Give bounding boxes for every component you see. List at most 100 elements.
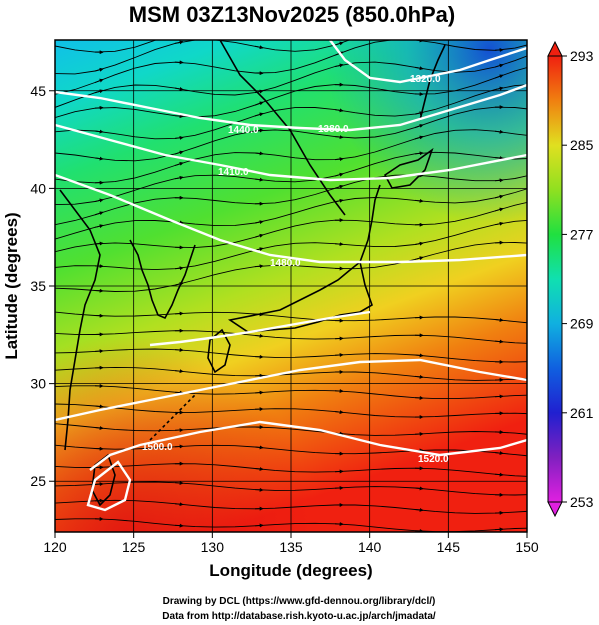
y-tick-label: 40	[30, 180, 46, 196]
colorbar: 253 261 269 277 285 293	[547, 40, 594, 518]
x-tick-label: 145	[437, 539, 461, 555]
streamline	[55, 444, 527, 457]
wind-arrow	[254, 220, 264, 225]
wind-arrow	[94, 426, 104, 430]
streamline	[55, 40, 157, 53]
coast-russia	[219, 40, 346, 216]
wind-arrow	[334, 108, 344, 113]
wind-arrow	[254, 101, 264, 106]
wind-arrow	[414, 135, 424, 140]
wind-arrow	[334, 157, 344, 162]
streamline	[55, 403, 527, 418]
contour-1480	[149, 310, 371, 347]
streamline	[55, 242, 527, 292]
chart-title: MSM 03Z13Nov2025 (850.0hPa)	[129, 2, 456, 27]
contour-label-1480: 1480.0	[270, 258, 301, 269]
streamline	[55, 311, 527, 324]
wind-arrow	[94, 224, 104, 229]
colorbar-body	[547, 55, 563, 503]
streamline	[55, 40, 527, 95]
wind-arrow	[414, 486, 424, 491]
colorbar-tick-label: 269	[570, 316, 594, 332]
streamline	[55, 348, 527, 363]
wind-arrow	[254, 151, 264, 156]
wind-arrow	[174, 369, 184, 374]
wind-arrow	[494, 178, 504, 183]
coast-sakhalin	[419, 44, 446, 121]
colorbar-tick-label: 261	[570, 405, 594, 421]
wind-arrow	[94, 156, 104, 161]
streamline	[55, 55, 527, 108]
wind-arrow	[334, 135, 344, 140]
streamline	[55, 201, 527, 253]
colorbar-min-arrow	[547, 501, 563, 518]
wind-arrow	[334, 242, 344, 247]
wind-arrow	[414, 256, 424, 261]
x-tick-label: 150	[515, 539, 539, 555]
wind-arrow	[94, 78, 104, 84]
colorbar-tick-label: 293	[570, 48, 594, 64]
streamline	[55, 481, 527, 496]
contour-1410	[55, 123, 527, 182]
wind-arrow	[494, 129, 504, 134]
coastlines	[59, 40, 446, 507]
wind-arrow	[334, 410, 344, 415]
wind-arrow	[174, 135, 184, 140]
contour-labels: 1320.0 1380.0 1440.0 1410.0 1480.0 1520.…	[142, 74, 449, 465]
colorbar-tick-label: 253	[570, 494, 594, 510]
wind-arrow	[254, 445, 264, 450]
wind-arrow	[495, 26, 503, 27]
wind-arrow	[175, 29, 183, 32]
wind-arrow	[174, 150, 184, 155]
wind-arrow	[414, 66, 424, 71]
coast-ryukyu	[149, 394, 196, 441]
contour-label-1410: 1410.0	[218, 167, 249, 178]
streamline	[55, 106, 527, 162]
wind-arrow	[334, 198, 344, 203]
wind-arrow	[94, 129, 104, 134]
wind-arrow	[494, 472, 504, 477]
plot-area: 1320.0 1380.0 1440.0 1410.0 1480.0 1520.…	[55, 26, 527, 532]
wind-arrow	[414, 198, 424, 203]
wind-arrow	[414, 241, 424, 246]
coast-japan-north	[359, 184, 381, 263]
wind-arrow	[414, 507, 424, 512]
wind-arrow	[494, 63, 504, 68]
wind-arrow	[334, 172, 344, 177]
coast-hokkaido	[383, 147, 434, 189]
wind-arrow	[494, 318, 504, 322]
wind-arrow	[94, 288, 104, 293]
wind-arrow	[174, 114, 184, 119]
contour-1320	[329, 40, 527, 84]
streamline	[55, 366, 527, 381]
y-axis-label: Latitude (degrees)	[2, 212, 21, 359]
wind-arrow	[174, 266, 184, 271]
wind-arrow	[94, 105, 104, 110]
wind-arrow	[174, 480, 184, 485]
wind-arrow	[254, 128, 264, 133]
wind-arrow	[494, 451, 504, 456]
y-tick-label: 35	[30, 278, 46, 294]
wind-arrow	[174, 523, 184, 528]
coast-korea	[129, 239, 196, 320]
x-axis-ticks: 120 125 130 135 140 145 150	[43, 532, 539, 555]
wind-arrow	[174, 40, 184, 45]
contour-1440	[55, 173, 527, 264]
streamline	[55, 151, 527, 206]
streamline	[55, 84, 527, 140]
wind-arrow	[494, 207, 504, 212]
geopotential-contours	[55, 40, 527, 512]
x-tick-label: 125	[122, 539, 146, 555]
wind-arrow	[494, 221, 504, 226]
credit-drawing: Drawing by DCL (https://www.gfd-dennou.o…	[163, 596, 436, 607]
x-tick-label: 120	[43, 539, 67, 555]
wind-arrow	[414, 124, 424, 129]
wind-arrow	[254, 466, 264, 471]
contour-label-1520: 1520.0	[418, 454, 449, 465]
wind-arrow	[494, 194, 504, 199]
x-tick-label: 130	[201, 539, 225, 555]
streamline	[55, 463, 527, 477]
contour-label-1440: 1440.0	[228, 125, 259, 136]
wind-arrow	[174, 87, 184, 91]
